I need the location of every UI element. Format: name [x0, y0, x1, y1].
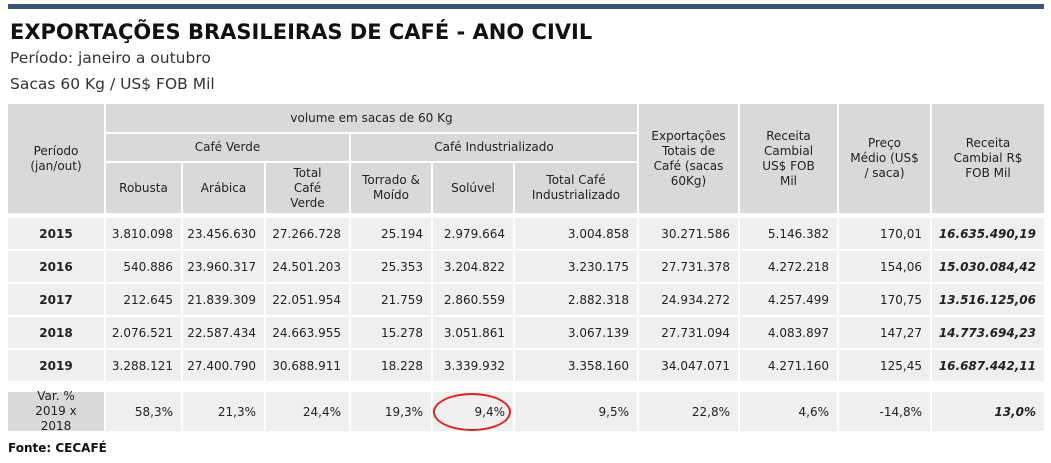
cell-exportacoes-totais: 34.047.071 [639, 350, 738, 381]
row-year: 2016 [8, 251, 104, 282]
cell-preco-medio: 170,01 [839, 218, 930, 249]
cell-total-verde: 24.501.203 [266, 251, 349, 282]
var-total-verde: 24,4% [266, 392, 349, 431]
cell-total-verde: 30.688.911 [266, 350, 349, 381]
header-torrado: Torrado & Moído [351, 163, 431, 213]
cell-robusta: 540.886 [106, 251, 181, 282]
var-exportacoes-totais: 22,8% [639, 392, 738, 431]
var-arabica: 21,3% [183, 392, 264, 431]
var-receita-rs: 13,0% [932, 392, 1044, 431]
cell-soluvel: 2.860.559 [433, 284, 513, 315]
header-volume-group: volume em sacas de 60 Kg [106, 104, 637, 132]
header-periodo: Período (jan/out) [8, 104, 104, 213]
var-receita-us: 4,6% [740, 392, 837, 431]
row-year: 2017 [8, 284, 104, 315]
cell-receita-rs: 16.687.442,11 [932, 350, 1044, 381]
cell-torrado: 25.194 [351, 218, 431, 249]
cell-preco-medio: 170,75 [839, 284, 930, 315]
units-subtitle: Sacas 60 Kg / US$ FOB Mil [10, 75, 215, 93]
cell-receita-us: 5.146.382 [740, 218, 837, 249]
cell-torrado: 25.353 [351, 251, 431, 282]
header-arabica: Arábica [183, 163, 264, 213]
cell-receita-rs: 15.030.084,42 [932, 251, 1044, 282]
header-total-industrializado: Total Café Industrializado [515, 163, 637, 213]
var-preco-medio: -14,8% [839, 392, 930, 431]
row-year: 2019 [8, 350, 104, 381]
cell-robusta: 212.645 [106, 284, 181, 315]
header-cafe-verde: Café Verde [106, 134, 349, 161]
cell-receita-rs: 16.635.490,19 [932, 218, 1044, 249]
cell-arabica: 22.587.434 [183, 317, 264, 348]
cell-total-verde: 27.266.728 [266, 218, 349, 249]
cell-receita-rs: 14.773.694,23 [932, 317, 1044, 348]
top-rule [8, 4, 1044, 9]
cell-receita-us: 4.083.897 [740, 317, 837, 348]
cell-robusta: 3.810.098 [106, 218, 181, 249]
cell-receita-us: 4.257.499 [740, 284, 837, 315]
header-receita-rs: Receita Cambial R$ FOB Mil [932, 104, 1044, 213]
cell-total-industrializado: 3.230.175 [515, 251, 637, 282]
header-cafe-industrializado: Café Industrializado [351, 134, 637, 161]
cell-soluvel: 2.979.664 [433, 218, 513, 249]
cell-soluvel: 3.051.861 [433, 317, 513, 348]
cell-arabica: 23.456.630 [183, 218, 264, 249]
cell-exportacoes-totais: 27.731.094 [639, 317, 738, 348]
var-robusta: 58,3% [106, 392, 181, 431]
cell-soluvel: 3.339.932 [433, 350, 513, 381]
cell-arabica: 21.839.309 [183, 284, 264, 315]
cell-total-verde: 24.663.955 [266, 317, 349, 348]
cell-total-industrializado: 3.358.160 [515, 350, 637, 381]
var-torrado: 19,3% [351, 392, 431, 431]
cell-torrado: 15.278 [351, 317, 431, 348]
header-total-verde: Total Café Verde [266, 163, 349, 213]
cell-torrado: 21.759 [351, 284, 431, 315]
cell-torrado: 18.228 [351, 350, 431, 381]
header-preco-medio: Preço Médio (US$ / saca) [839, 104, 930, 213]
cell-total-industrializado: 2.882.318 [515, 284, 637, 315]
cell-exportacoes-totais: 30.271.586 [639, 218, 738, 249]
cell-preco-medio: 147,27 [839, 317, 930, 348]
cell-exportacoes-totais: 24.934.272 [639, 284, 738, 315]
cell-receita-us: 4.272.218 [740, 251, 837, 282]
cell-robusta: 2.076.521 [106, 317, 181, 348]
cell-arabica: 27.400.790 [183, 350, 264, 381]
cell-preco-medio: 125,45 [839, 350, 930, 381]
coffee-exports-table: Período (jan/out) volume em sacas de 60 … [8, 104, 1044, 433]
cell-receita-rs: 13.516.125,06 [932, 284, 1044, 315]
cell-total-industrializado: 3.067.139 [515, 317, 637, 348]
cell-arabica: 23.960.317 [183, 251, 264, 282]
var-total-industrializado: 9,5% [515, 392, 637, 431]
header-exportacoes-totais: Exportações Totais de Café (sacas 60Kg) [639, 104, 738, 213]
cell-robusta: 3.288.121 [106, 350, 181, 381]
header-receita-us: Receita Cambial US$ FOB Mil [740, 104, 837, 213]
page-title: EXPORTAÇÕES BRASILEIRAS DE CAFÉ - ANO CI… [10, 20, 593, 44]
cell-exportacoes-totais: 27.731.378 [639, 251, 738, 282]
cell-receita-us: 4.271.160 [740, 350, 837, 381]
highlight-circle [433, 393, 511, 431]
variation-label: Var. % 2019 x 2018 [8, 389, 104, 433]
row-year: 2018 [8, 317, 104, 348]
cell-preco-medio: 154,06 [839, 251, 930, 282]
cell-soluvel: 3.204.822 [433, 251, 513, 282]
cell-total-industrializado: 3.004.858 [515, 218, 637, 249]
row-year: 2015 [8, 218, 104, 249]
period-subtitle: Período: janeiro a outubro [10, 49, 211, 67]
header-robusta: Robusta [106, 163, 181, 213]
source-note: Fonte: CECAFÉ [8, 441, 107, 455]
cell-total-verde: 22.051.954 [266, 284, 349, 315]
header-soluvel: Solúvel [433, 163, 513, 213]
